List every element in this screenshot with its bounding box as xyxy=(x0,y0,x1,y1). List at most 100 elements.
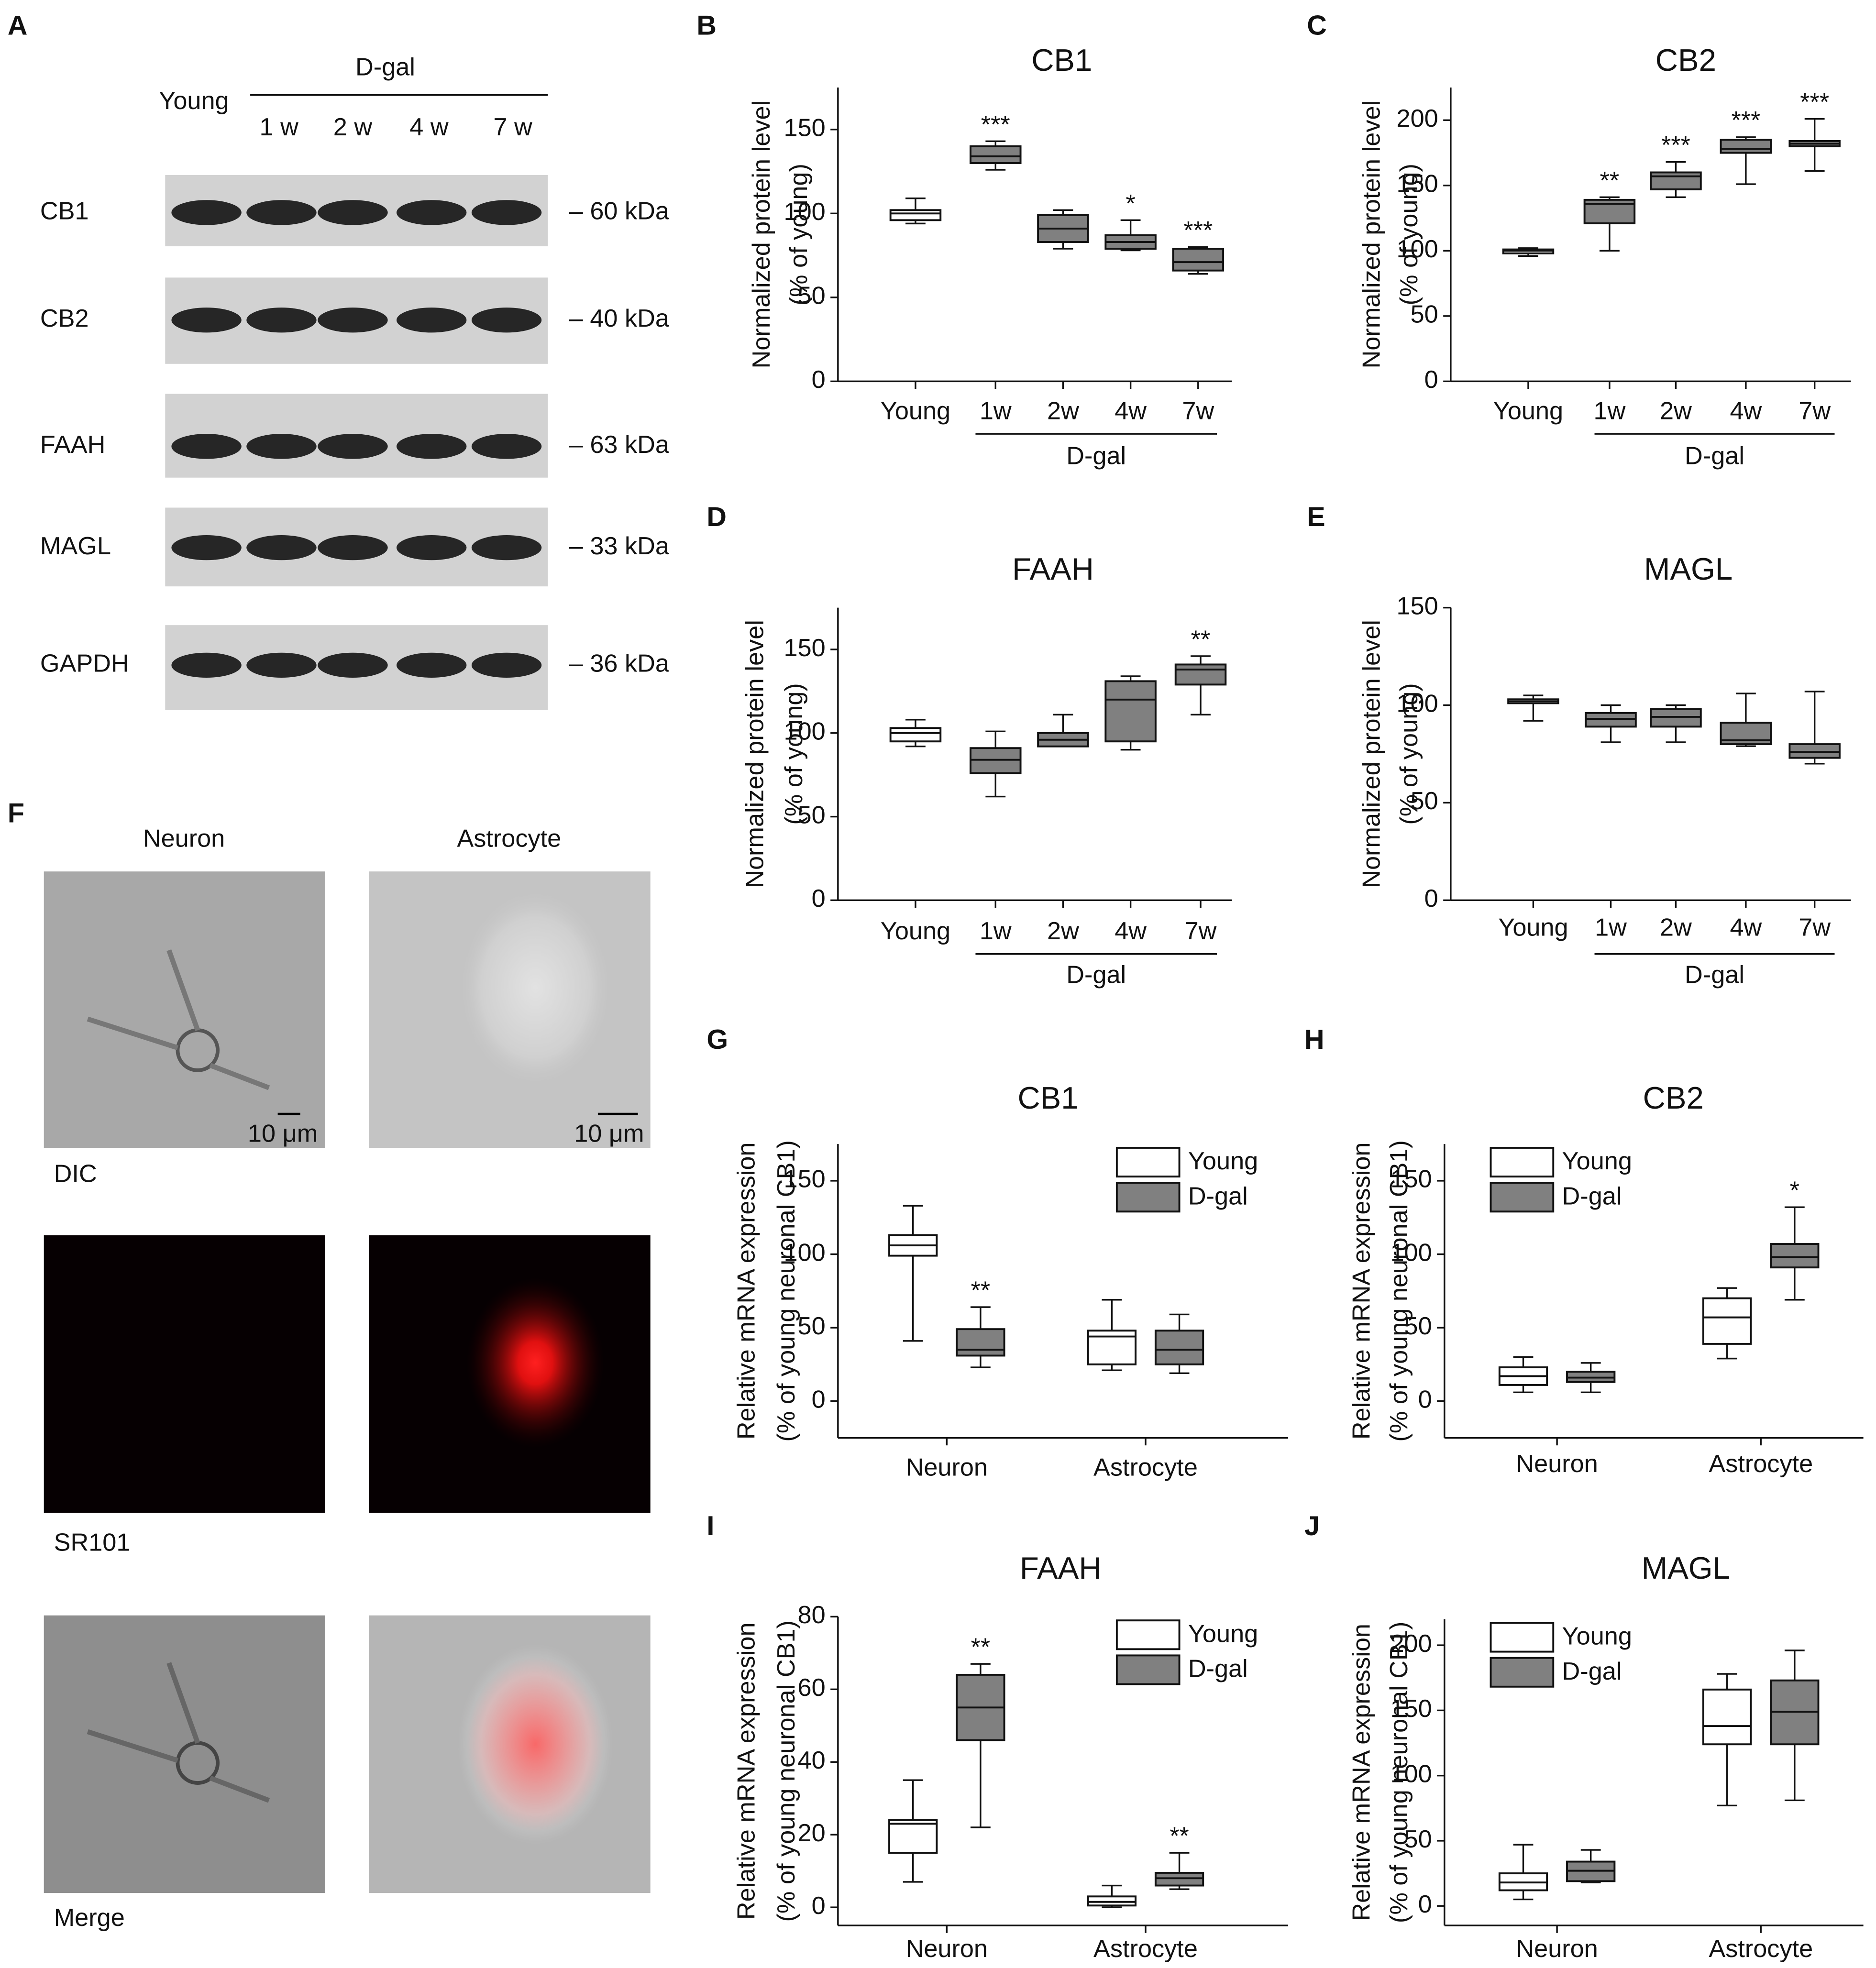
image xyxy=(44,1615,325,1893)
lane-label: 1 w xyxy=(260,113,299,141)
box xyxy=(1172,248,1225,272)
x-tick-label: 1w xyxy=(980,397,1012,425)
legend-label: D-gal xyxy=(1188,1655,1248,1683)
box xyxy=(1104,680,1157,743)
lane-label: 4 w xyxy=(409,113,449,141)
image xyxy=(44,871,325,1148)
band xyxy=(246,308,317,333)
blot xyxy=(165,175,548,710)
lane-label: 7 w xyxy=(493,113,532,141)
neurite xyxy=(87,949,270,1090)
cell xyxy=(458,888,613,1088)
panel-letter: J xyxy=(1304,1511,1320,1541)
young-label: Young xyxy=(159,87,229,115)
box xyxy=(1650,171,1702,190)
size-label: – 63 kDa xyxy=(569,431,670,459)
significance: ** xyxy=(971,1634,991,1661)
image xyxy=(44,1235,325,1513)
y-axis-label: (% of young neuronal CB1) xyxy=(1385,1140,1413,1441)
x-tick-label: Young xyxy=(881,917,950,945)
size-label: – 36 kDa xyxy=(569,650,670,678)
chart-title: FAAH xyxy=(1012,551,1094,586)
x-tick-label: Young xyxy=(1498,913,1568,941)
y-axis-label: Normalized protein level xyxy=(1358,100,1386,369)
legend-swatch xyxy=(1115,1654,1181,1685)
box xyxy=(956,1328,1005,1357)
x-tick-label: 4w xyxy=(1730,913,1762,941)
row-label: SR101 xyxy=(54,1529,131,1557)
neurite xyxy=(87,1662,270,1803)
x-tick-label: 4w xyxy=(1730,397,1762,425)
chart-title: CB1 xyxy=(1018,1080,1079,1115)
legend-swatch xyxy=(1115,1619,1181,1650)
group-label: D-gal xyxy=(1685,961,1744,989)
band xyxy=(396,652,467,678)
x-tick-label: 7w xyxy=(1185,917,1217,945)
band xyxy=(318,308,388,333)
y-tick-label: 0 xyxy=(812,1386,826,1414)
band xyxy=(246,434,317,459)
y-tick-label: 0 xyxy=(812,885,826,913)
x-tick-label: Astrocyte xyxy=(1709,1450,1813,1478)
box xyxy=(1788,743,1841,759)
y-tick-label: 50 xyxy=(1411,787,1438,815)
y-axis-label: Normalized protein level xyxy=(748,100,775,369)
y-tick-label: 0 xyxy=(1418,1891,1432,1918)
panel-letter: A xyxy=(8,11,28,41)
legend-swatch xyxy=(1115,1182,1181,1213)
row-label: GAPDH xyxy=(40,650,129,678)
band xyxy=(396,535,467,561)
y-tick-label: 150 xyxy=(784,634,826,662)
row-label: FAAH xyxy=(40,431,106,459)
band xyxy=(471,434,542,459)
x-tick-label: Neuron xyxy=(1516,1450,1598,1478)
x-tick-label: Astrocyte xyxy=(1709,1935,1813,1963)
y-axis-label: (% of young) xyxy=(1395,683,1423,825)
significance: ** xyxy=(1191,626,1211,653)
legend-swatch xyxy=(1115,1147,1181,1178)
x-tick-label: Astrocyte xyxy=(1093,1935,1198,1963)
y-axis-label: Relative mRNA expression xyxy=(732,1143,760,1440)
y-tick-label: 50 xyxy=(798,801,826,829)
y-tick-label: 50 xyxy=(798,1312,826,1340)
band xyxy=(318,652,388,678)
y-axis-label: Normalized protein level xyxy=(741,620,769,888)
cell xyxy=(466,1277,604,1448)
x-tick-label: 2w xyxy=(1660,913,1692,941)
legend-label: Young xyxy=(1188,1147,1258,1175)
scale-label: 10 μm xyxy=(248,1120,318,1148)
group-label: D-gal xyxy=(1066,442,1126,470)
band xyxy=(396,200,467,225)
y-axis-label: Relative mRNA expression xyxy=(732,1622,760,1920)
y-axis-label: (% of young neuronal CB1) xyxy=(772,1140,800,1441)
column-label: Astrocyte xyxy=(457,825,561,853)
y-tick-label: 20 xyxy=(798,1819,826,1847)
band xyxy=(471,308,542,333)
significance: ** xyxy=(1170,1823,1189,1850)
legend-label: Young xyxy=(1562,1623,1632,1650)
band xyxy=(396,434,467,459)
lane-label: 2 w xyxy=(333,113,373,141)
y-axis-label: (% of young) xyxy=(785,164,813,305)
x-tick-label: Neuron xyxy=(906,1454,988,1482)
y-axis-label: (% of young neuronal CB1) xyxy=(1385,1622,1413,1923)
band xyxy=(471,535,542,561)
legend-swatch xyxy=(1490,1622,1555,1653)
chart-title: CB2 xyxy=(1655,43,1716,77)
x-tick-label: Young xyxy=(881,397,950,425)
x-tick-label: Neuron xyxy=(906,1935,988,1963)
box xyxy=(1585,712,1637,728)
x-tick-label: 7w xyxy=(1182,397,1214,425)
significance: ** xyxy=(1600,167,1620,195)
y-tick-label: 150 xyxy=(1397,592,1438,620)
y-tick-label: 150 xyxy=(1397,170,1438,198)
y-tick-label: 40 xyxy=(798,1747,826,1774)
x-tick-label: Astrocyte xyxy=(1093,1454,1198,1482)
significance: *** xyxy=(1800,88,1829,116)
box xyxy=(888,1819,938,1854)
significance: *** xyxy=(1183,217,1213,244)
cell xyxy=(466,1657,604,1832)
box xyxy=(1702,1688,1752,1746)
legend-label: D-gal xyxy=(1188,1182,1248,1210)
scale-label: 10 μm xyxy=(574,1120,644,1148)
